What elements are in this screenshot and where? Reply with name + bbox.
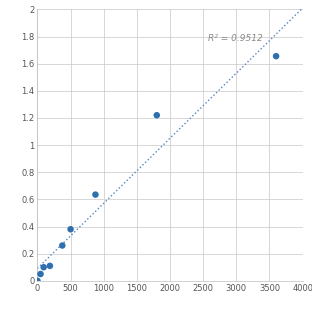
Point	[41, 265, 46, 270]
Text: R² = 0.9512: R² = 0.9512	[208, 34, 263, 43]
Point	[35, 278, 40, 283]
Point	[47, 263, 52, 268]
Point	[60, 243, 65, 248]
Point	[68, 227, 73, 232]
Point	[93, 192, 98, 197]
Point	[274, 54, 279, 59]
Point	[38, 271, 43, 276]
Point	[154, 113, 159, 118]
